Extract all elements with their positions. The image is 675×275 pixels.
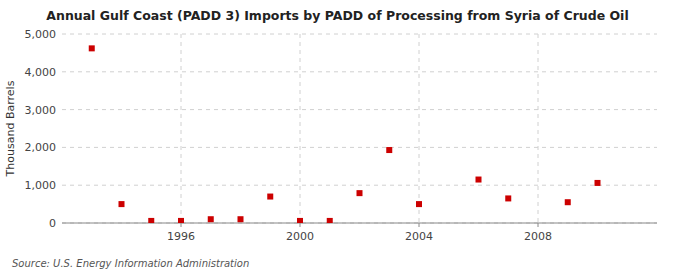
point	[119, 201, 125, 207]
point	[178, 218, 184, 223]
point	[148, 218, 154, 223]
point	[327, 218, 333, 223]
point	[208, 216, 214, 222]
y-grid-line	[62, 147, 657, 148]
x-tick-label: 2000	[286, 230, 314, 243]
point	[505, 195, 511, 201]
y-tick-label: 3,000	[25, 104, 57, 117]
background	[0, 0, 675, 275]
y-grid-line	[62, 185, 657, 186]
y-tick-label: 2,000	[25, 141, 57, 154]
y-grid-line	[62, 34, 657, 35]
y-tick-label: 4,000	[25, 66, 57, 79]
points	[89, 45, 601, 223]
chart-container: Annual Gulf Coast (PADD 3) Imports by PA…	[0, 0, 675, 275]
point	[89, 45, 95, 51]
x-grid-line	[181, 34, 182, 223]
y-grid-line	[62, 71, 657, 72]
chart-svg: Annual Gulf Coast (PADD 3) Imports by PA…	[0, 0, 675, 275]
point	[595, 180, 601, 186]
title: Annual Gulf Coast (PADD 3) Imports by PA…	[46, 8, 628, 23]
point	[357, 190, 363, 196]
x-tick	[538, 223, 539, 227]
x-tick-label: 2004	[405, 230, 433, 243]
point	[416, 201, 422, 207]
y-tick-label: 5,000	[25, 28, 57, 41]
point	[386, 147, 392, 153]
x-tick	[181, 223, 182, 227]
point	[238, 216, 244, 222]
y-axis-label: Thousand Barrels	[4, 80, 17, 177]
x-grid-line	[300, 34, 301, 223]
y-tick-label: 0	[49, 217, 56, 230]
point	[565, 199, 571, 205]
x-grid-line	[419, 34, 420, 223]
point	[297, 218, 303, 223]
x-tick-label: 2008	[524, 230, 552, 243]
y-tick-label: 1,000	[25, 179, 57, 192]
axes: 0 1,000 2,000 3,000 4,000 5,000 1996 2000 2004 20…	[25, 28, 658, 243]
point	[267, 194, 273, 200]
x-tick	[419, 223, 420, 227]
source: Source: U.S. Energy Information Administ…	[12, 258, 249, 269]
grid	[62, 34, 657, 223]
x-tick-label: 1996	[167, 230, 195, 243]
x-grid-line	[538, 34, 539, 223]
y-grid-line	[62, 109, 657, 110]
point	[476, 177, 482, 183]
x-tick	[300, 223, 301, 227]
